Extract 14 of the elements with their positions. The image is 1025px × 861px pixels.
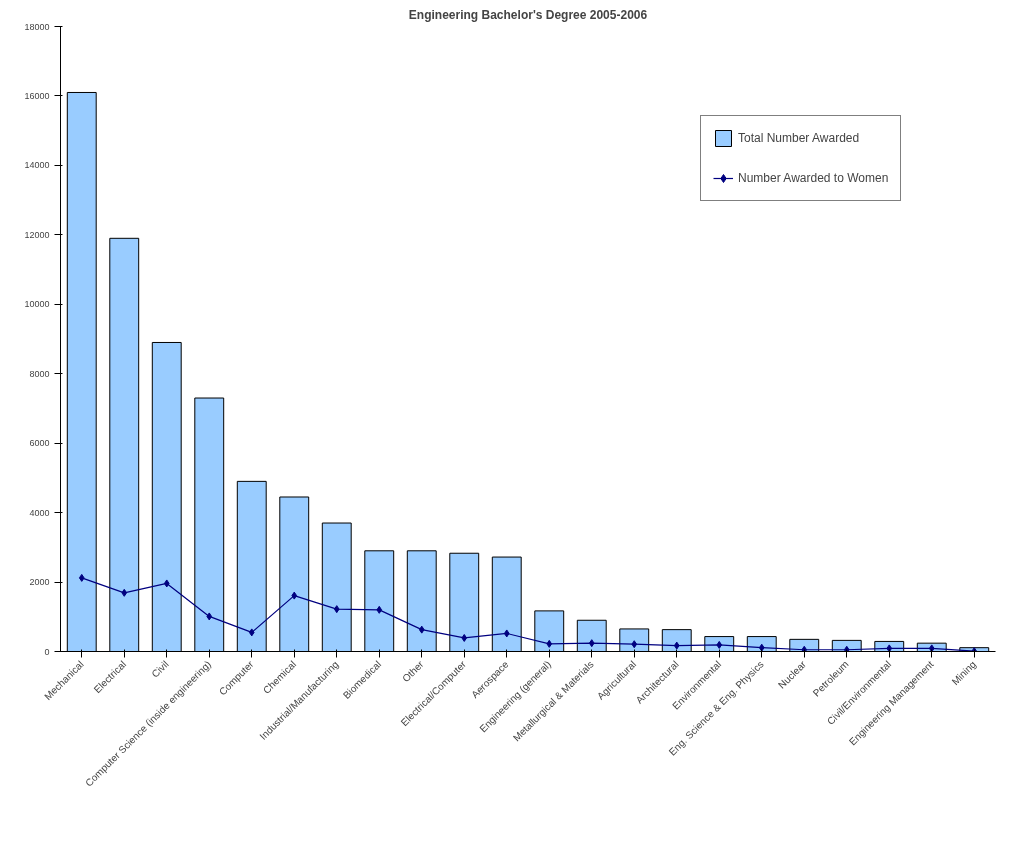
y-tick-label: 10000: [24, 299, 50, 310]
y-tick-label: 12000: [24, 229, 50, 240]
x-tick-label: Civil: [149, 658, 171, 680]
y-tick-label: 8000: [29, 368, 50, 379]
y-tick-label: 14000: [24, 160, 50, 171]
y-tick-label: 18000: [24, 21, 50, 32]
chart-title: Engineering Bachelor's Degree 2005-2006: [408, 7, 648, 22]
y-tick-label: 16000: [24, 90, 50, 101]
y-tick-label: 6000: [29, 438, 50, 449]
y-tick-label: 2000: [29, 577, 50, 588]
legend-label: Number Awarded to Women: [738, 171, 889, 185]
y-tick-label: 4000: [29, 507, 50, 518]
y-tick-label: 0: [44, 646, 50, 657]
legend-label: Total Number Awarded: [738, 131, 860, 145]
